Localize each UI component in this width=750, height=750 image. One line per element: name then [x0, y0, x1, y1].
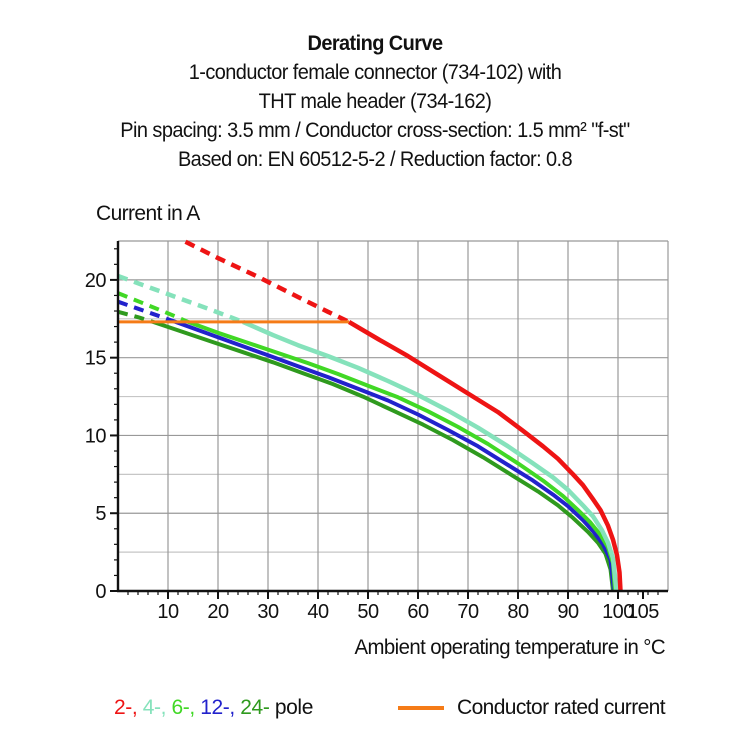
- x-tick-label: 105: [627, 601, 659, 623]
- curve-2-pole-dashed: [184, 239, 350, 324]
- curve-6-pole-dashed: [117, 291, 189, 324]
- curve-4-pole-solid: [242, 319, 619, 592]
- x-tick-label: 80: [507, 601, 529, 623]
- chart-subtitle-line: 1-conductor female connector (734-102) w…: [188, 61, 562, 84]
- x-tick-label: 100: [602, 601, 634, 623]
- chart-subtitle-line: Based on: EN 60512-5-2 / Reduction facto…: [177, 148, 573, 171]
- y-tick-label: 15: [85, 348, 107, 370]
- chart-subtitle-line: THT male header (734-162): [258, 90, 492, 113]
- x-tick-label: 50: [357, 601, 379, 623]
- y-tick-label: 0: [95, 581, 106, 603]
- legend-rated-current: Conductor rated current: [398, 694, 666, 722]
- rated-current-line-swatch: [398, 706, 444, 710]
- legend-pole-item: 4-,: [142, 696, 172, 719]
- x-tick-label: 90: [557, 601, 579, 623]
- x-tick-label: 70: [457, 601, 479, 623]
- x-axis-title: Ambient operating temperature in °C: [354, 636, 666, 659]
- x-tick-label: 60: [407, 601, 429, 623]
- legend-pole-item: 24-: [240, 696, 270, 719]
- curve-6-pole-solid: [187, 320, 617, 592]
- chart-title: Derating Curve: [307, 32, 443, 55]
- x-tick-label: 30: [257, 601, 279, 623]
- legend-pole-item: 12-,: [200, 696, 241, 719]
- legend-pole-labels: 2-, 4-, 6-, 12-, 24- pole: [114, 696, 313, 720]
- x-tick-label: 20: [207, 601, 229, 623]
- curve-4-pole-dashed: [117, 273, 244, 325]
- legend: 2-, 4-, 6-, 12-, 24- pole Conductor rate…: [0, 694, 750, 724]
- rated-current-label: Conductor rated current: [457, 696, 666, 719]
- y-tick-label: 20: [85, 270, 107, 292]
- curve-24-pole-dashed: [117, 309, 154, 324]
- legend-pole-item: 2-,: [114, 696, 143, 719]
- chart-subtitle-line: Pin spacing: 3.5 mm / Conductor cross-se…: [120, 119, 630, 142]
- curve-24-pole-solid: [152, 320, 615, 592]
- x-tick-label: 10: [157, 601, 179, 623]
- x-tick-label: 40: [307, 601, 329, 623]
- y-tick-label: 5: [95, 503, 106, 525]
- curve-12-pole-solid: [174, 320, 616, 592]
- y-tick-label: 10: [85, 425, 107, 447]
- curve-2-pole-solid: [347, 319, 623, 592]
- y-axis-title: Current in A: [96, 202, 200, 225]
- chart-header: Derating Curve 1-conductor female connec…: [19, 29, 732, 174]
- curve-12-pole-dashed: [117, 299, 177, 324]
- legend-pole-suffix: pole: [269, 696, 314, 719]
- legend-pole-item: 6-,: [171, 696, 201, 719]
